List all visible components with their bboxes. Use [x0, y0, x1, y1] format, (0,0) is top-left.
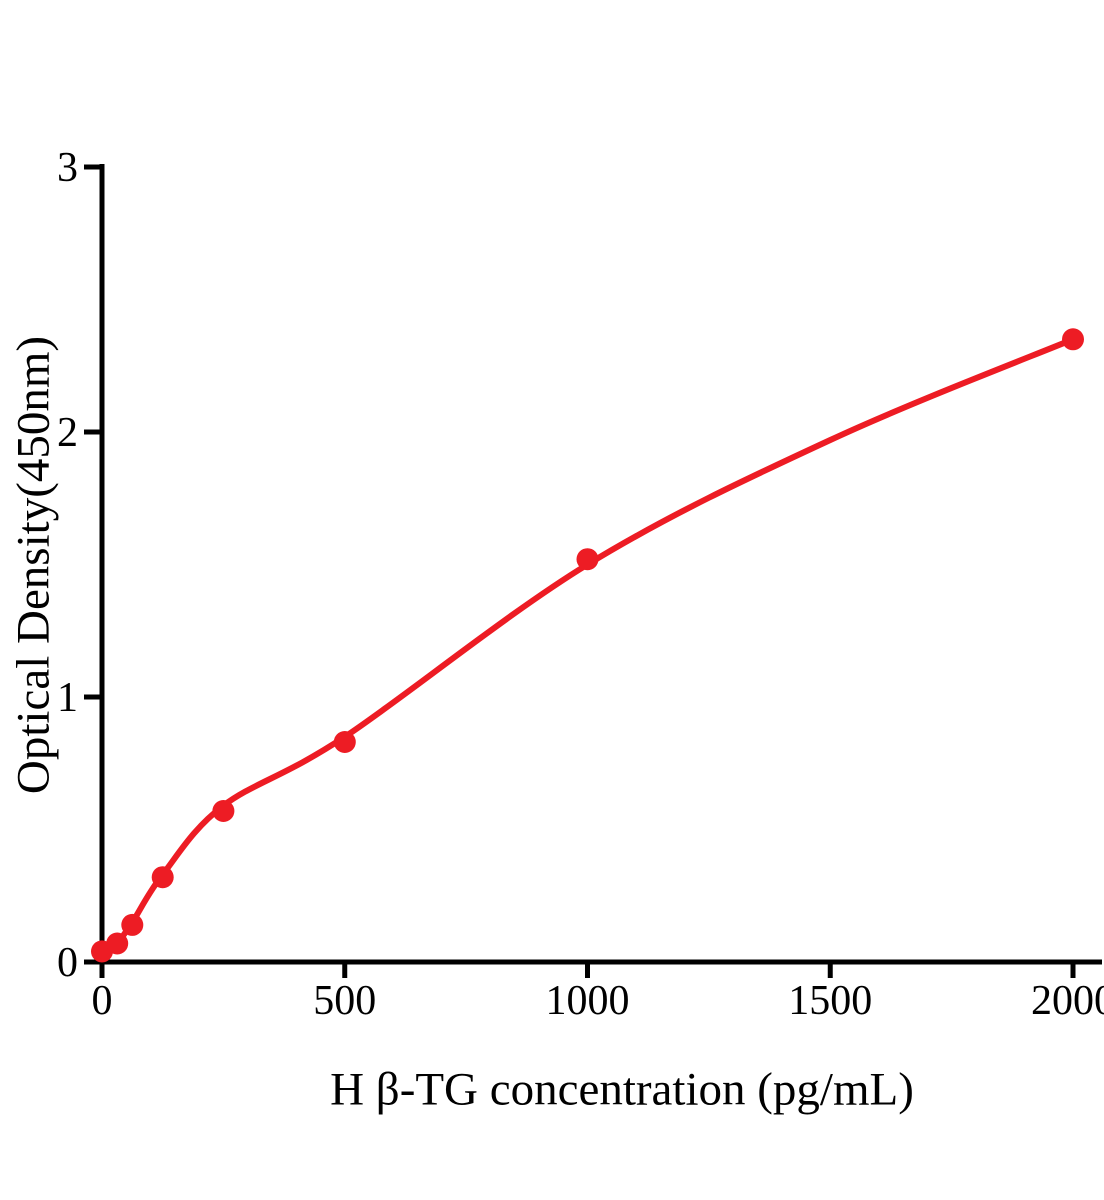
y-tick-label-1: 1	[57, 675, 78, 721]
x-tick-label-1000: 1000	[546, 978, 630, 1024]
fit-curve-line	[99, 336, 1076, 963]
data-point-2000	[1062, 328, 1084, 351]
x-tick-label-0: 0	[92, 978, 113, 1024]
data-point-500	[333, 731, 356, 753]
data-point-31.25	[106, 932, 129, 955]
data-point-1000	[576, 548, 599, 571]
x-tick-label-1500: 1500	[788, 978, 872, 1024]
y-tick-label-2: 2	[57, 410, 78, 456]
y-axis-title: Optical Density(450nm)	[7, 335, 60, 795]
x-tick-label-2000: 2000	[1031, 978, 1104, 1024]
data-point-250	[212, 800, 235, 822]
data-point-62.5	[121, 913, 144, 936]
x-tick-label-500: 500	[313, 978, 376, 1024]
data-point-125	[151, 866, 174, 889]
y-tick-label-3: 3	[57, 145, 78, 191]
x-axis-title: H β-TG concentration (pg/mL)	[330, 1063, 914, 1116]
y-tick-label-0: 0	[57, 940, 78, 986]
